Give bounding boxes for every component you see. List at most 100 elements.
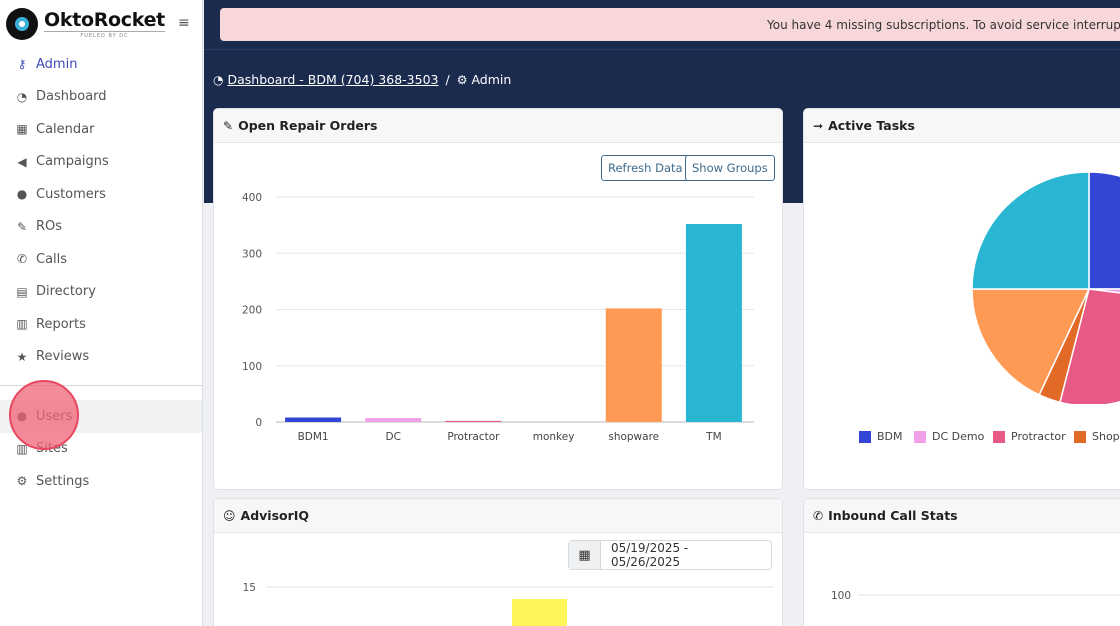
sidebar: OktoRocket FUELED BY DC ≡ ⚷ Admin ◔ Dash…	[0, 0, 203, 626]
gear-icon: ⚙	[16, 474, 28, 489]
bullhorn-icon: ◀	[17, 154, 27, 169]
sidebar-item-reports[interactable]: ▥ Reports	[0, 308, 202, 341]
y-tick-label: 15	[243, 582, 256, 594]
legend-swatch	[859, 430, 871, 443]
sidebar-item-label: Users	[36, 408, 73, 424]
sidebar-item-directory[interactable]: ▤ Directory	[0, 276, 202, 309]
y-tick-label: 0	[255, 417, 262, 429]
octopus-logo-icon	[6, 8, 38, 40]
y-tick-label: 200	[242, 305, 262, 317]
sidebar-item-calendar[interactable]: ▦ Calendar	[0, 113, 202, 146]
refresh-data-button[interactable]: Refresh Data	[601, 155, 690, 181]
users-icon: ●	[16, 409, 28, 424]
book-icon: ▤	[16, 284, 28, 299]
inbound-call-stats-card: ✆ Inbound Call Stats 100	[803, 498, 1120, 626]
smile-icon: ☺	[223, 508, 236, 523]
alert-text: You have 4 missing subscriptions. To avo…	[767, 18, 1120, 32]
inbound-calls-chart: 100	[831, 590, 1120, 602]
legend-label: Protractor	[1011, 430, 1066, 443]
tachometer-icon: ◔	[16, 89, 28, 104]
sidebar-nav: ⚷ Admin ◔ Dashboard ▦ Calendar ◀ Campaig…	[0, 48, 202, 373]
users-icon: ●	[16, 187, 28, 202]
inbound-call-stats-header: ✆ Inbound Call Stats	[804, 499, 1120, 533]
legend-item-dc-demo[interactable]: DC Demo	[914, 430, 984, 443]
bar[interactable]	[365, 418, 422, 422]
legend-swatch	[914, 430, 926, 443]
sidebar-item-label: Calendar	[36, 121, 95, 137]
advisoriq-header: ☺ AdvisorIQ	[214, 499, 782, 533]
key-icon: ⚷	[17, 57, 27, 72]
building-icon: ▥	[16, 441, 28, 456]
advisoriq-title: AdvisorIQ	[240, 508, 310, 523]
breadcrumb-dashboard-link[interactable]: Dashboard - BDM (704) 368-3503	[227, 72, 439, 87]
inbound-call-stats-title: Inbound Call Stats	[828, 508, 958, 523]
gear-icon: ⚙	[456, 72, 468, 87]
sidebar-divider	[0, 385, 202, 386]
sidebar-item-settings[interactable]: ⚙ Settings	[0, 465, 202, 498]
bar[interactable]	[285, 417, 342, 423]
bar[interactable]	[605, 308, 662, 422]
tachometer-icon: ◔	[213, 72, 224, 87]
legend-item-protractor[interactable]: Protractor	[993, 430, 1066, 443]
x-tick-label: shopware	[608, 431, 659, 443]
sidebar-item-calls[interactable]: ✆ Calls	[0, 243, 202, 276]
sidebar-item-label: Sites	[36, 441, 68, 457]
repair-orders-card: ✎ Open Repair Orders Refresh Data Show G…	[213, 108, 783, 490]
brand-text: OktoRocket FUELED BY DC	[44, 10, 165, 39]
legend-label: BDM	[877, 430, 903, 443]
sidebar-item-campaigns[interactable]: ◀ Campaigns	[0, 146, 202, 179]
sidebar-item-ros[interactable]: ✎ ROs	[0, 211, 202, 244]
sidebar-admin-nav: ● Users ▥ Sites ⚙ Settings	[0, 400, 202, 498]
sidebar-item-users[interactable]: ● Users	[0, 400, 202, 433]
active-tasks-header: ➞ Active Tasks	[804, 109, 1120, 143]
bar	[512, 599, 567, 626]
sidebar-item-label: Customers	[36, 186, 106, 202]
sidebar-item-label: Calls	[36, 251, 68, 267]
calendar-icon[interactable]: ▦	[569, 541, 601, 569]
brand[interactable]: OktoRocket FUELED BY DC ≡	[0, 0, 202, 48]
x-tick-label: Protractor	[447, 431, 500, 443]
calendar-icon: ▦	[16, 122, 28, 137]
active-tasks-pie-chart	[971, 171, 1120, 404]
legend-swatch	[993, 430, 1005, 443]
y-tick-label: 100	[242, 361, 262, 373]
breadcrumb-current: Admin	[471, 72, 512, 87]
active-tasks-card: ➞ Active Tasks BDM DC Demo Protractor Sh…	[803, 108, 1120, 490]
date-range-value[interactable]: 05/19/2025 - 05/26/2025	[610, 541, 689, 569]
sidebar-item-reviews[interactable]: ★ Reviews	[0, 341, 202, 374]
repair-orders-bar-chart: 0 100 200 300 400 BDM1 DC Protractor monkey shopw…	[242, 192, 754, 443]
pie-slice[interactable]	[1088, 171, 1120, 290]
legend-label: Shopr	[1092, 430, 1120, 443]
pie-slice[interactable]	[971, 288, 1091, 396]
arrow-right-icon: ➞	[813, 118, 824, 133]
bar[interactable]	[445, 420, 502, 422]
y-tick-label: 300	[242, 248, 262, 260]
legend-item-shopr[interactable]: Shopr	[1074, 430, 1120, 443]
advisoriq-chart: 15	[243, 582, 774, 626]
date-range-picker[interactable]: ▦ 05/19/2025 - 05/26/2025	[568, 540, 772, 570]
bar[interactable]	[685, 224, 742, 422]
header-divider	[204, 49, 1120, 50]
active-tasks-title: Active Tasks	[828, 118, 915, 133]
show-groups-button[interactable]: Show Groups	[685, 155, 775, 181]
brand-tagline: FUELED BY DC	[44, 30, 165, 39]
star-icon: ★	[16, 349, 28, 364]
sidebar-item-label: Reports	[36, 316, 86, 332]
pie-slice[interactable]	[1058, 288, 1120, 404]
sidebar-item-sites[interactable]: ▥ Sites	[0, 433, 202, 466]
advisoriq-card: ☺ AdvisorIQ ▦ 05/19/2025 - 05/26/2025 15	[213, 498, 783, 626]
sidebar-item-label: Admin	[36, 56, 78, 72]
wrench-icon: ✎	[223, 118, 234, 133]
pie-slice[interactable]	[971, 171, 1090, 290]
sidebar-item-dashboard[interactable]: ◔ Dashboard	[0, 81, 202, 114]
legend-item-bdm[interactable]: BDM	[859, 430, 903, 443]
sidebar-item-label: Directory	[36, 284, 96, 300]
breadcrumb: ◔ Dashboard - BDM (704) 368-3503 / ⚙ Adm…	[213, 72, 511, 87]
menu-toggle-icon[interactable]: ≡	[178, 15, 190, 31]
sidebar-item-label: ROs	[36, 219, 63, 235]
sidebar-item-admin[interactable]: ⚷ Admin	[0, 48, 202, 81]
repair-orders-header: ✎ Open Repair Orders	[214, 109, 782, 143]
wrench-icon: ✎	[16, 219, 28, 234]
sidebar-item-customers[interactable]: ● Customers	[0, 178, 202, 211]
sidebar-item-label: Campaigns	[36, 154, 109, 170]
